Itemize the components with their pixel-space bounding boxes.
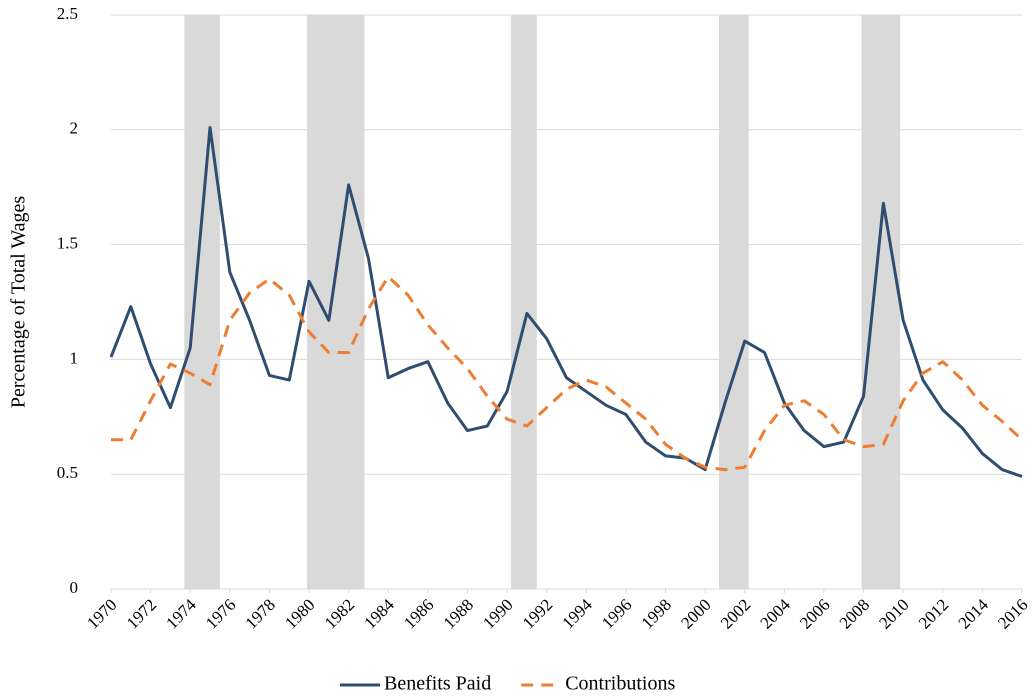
x-tick-label: 2010 (875, 595, 912, 632)
x-tick-label: 2016 (994, 595, 1031, 632)
x-tick-label: 1976 (202, 595, 239, 632)
x-tick-label: 1992 (519, 595, 556, 632)
x-tick-label: 2000 (677, 595, 714, 632)
shaded-period (511, 15, 537, 589)
legend-label: Benefits Paid (384, 673, 491, 695)
x-tick-label: 2012 (915, 595, 952, 632)
y-tick-label: 2 (70, 119, 79, 138)
x-tick-label: 1988 (440, 595, 477, 632)
x-tick-label: 1990 (479, 595, 516, 632)
y-tick-label: 1 (70, 348, 79, 367)
y-tick-label: 0.5 (57, 463, 78, 482)
x-tick-label: 1970 (83, 595, 120, 632)
x-tick-label: 1974 (162, 595, 200, 633)
y-tick-label: 2.5 (57, 4, 78, 23)
y-axis-label: Percentage of Total Wages (8, 196, 30, 409)
x-tick-label: 2014 (955, 595, 993, 633)
legend-label: Contributions (565, 673, 675, 695)
x-tick-label: 1998 (638, 595, 675, 632)
x-tick-label: 1972 (123, 595, 160, 632)
x-tick-label: 2006 (796, 595, 833, 632)
x-tick-label: 1994 (558, 595, 596, 633)
y-tick-label: 0 (70, 578, 79, 597)
line (111, 275, 1024, 472)
x-tick-label: 1986 (400, 595, 437, 632)
x-tick-label: 1978 (242, 595, 279, 632)
line (109, 126, 1023, 478)
shaded-period (307, 15, 365, 589)
x-tick-label: 1996 (598, 595, 635, 632)
shaded-period (861, 15, 901, 589)
x-tick-label: 2002 (717, 595, 754, 632)
x-tick-label: 1982 (321, 595, 358, 632)
shaded-period (184, 15, 220, 589)
x-tick-label: 2008 (836, 595, 873, 632)
x-tick-label: 1984 (360, 595, 398, 633)
shaded-period (718, 15, 749, 589)
y-tick-label: 1.5 (57, 234, 78, 253)
x-tick-label: 2004 (756, 595, 794, 633)
x-tick-label: 1980 (281, 595, 318, 632)
